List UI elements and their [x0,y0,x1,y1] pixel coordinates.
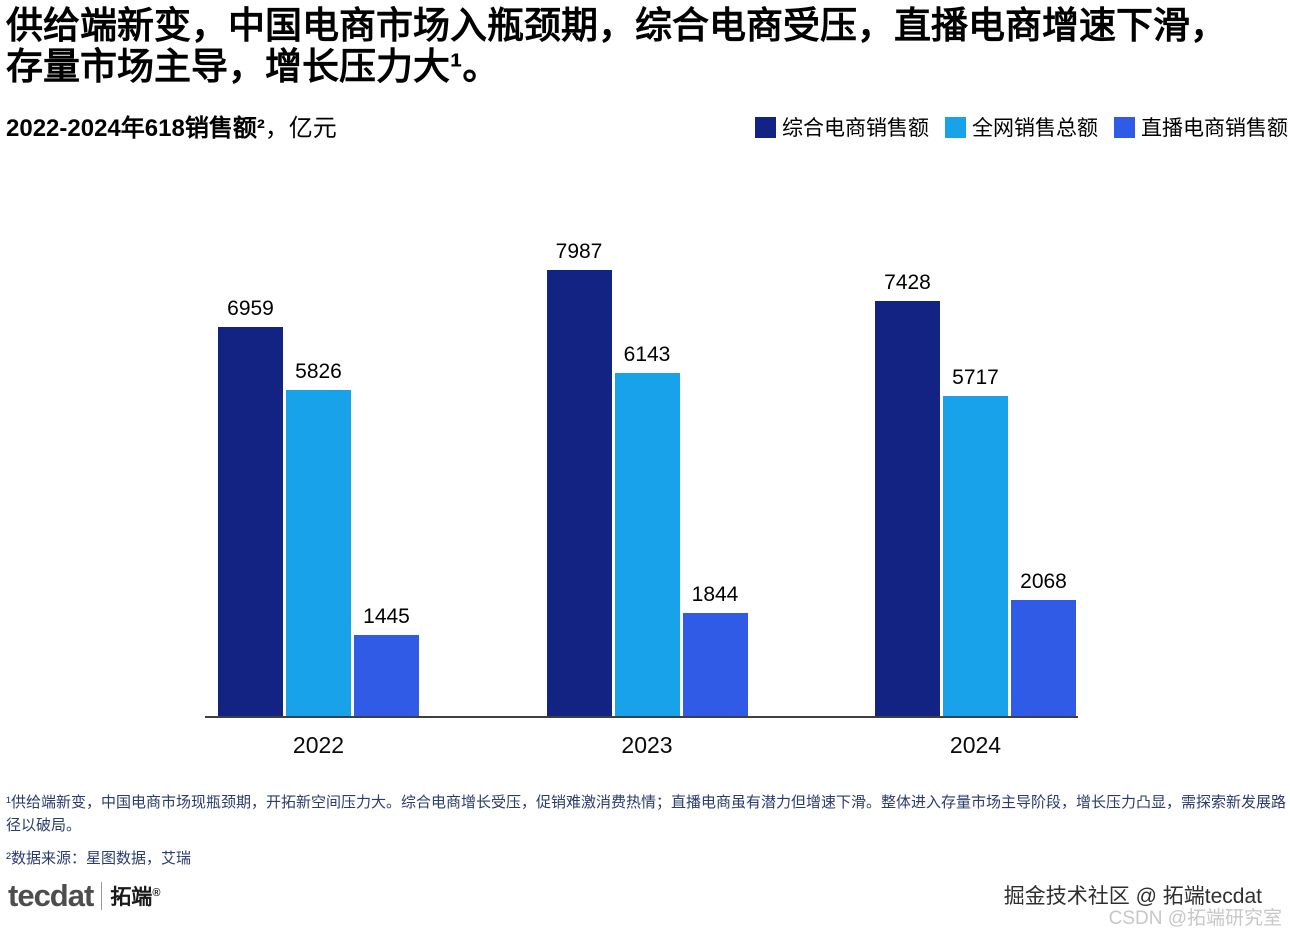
legend-swatch [1114,116,1135,138]
x-axis-labels: 2022 2023 2024 [205,732,1078,759]
bar-group-2023: 7987 6143 1844 [546,239,748,716]
bar-value-label: 5717 [952,366,999,390]
footnote-2: ²数据来源：星图数据，艾瑞 [6,850,191,867]
bar-group-2024: 7428 5717 2068 [875,271,1076,716]
legend-item: 综合电商销售额 [755,112,929,142]
bar-column: 7428 [875,271,940,716]
chart-legend: 综合电商销售额 全网销售总额 直播电商销售额 [755,112,1288,142]
x-axis-label: 2024 [949,732,1002,758]
logo-text-cn: 拓端® [110,886,161,909]
community-credit: 掘金技术社区 @ 拓端tecdat [1003,885,1262,908]
tecdat-logo: tecdat 拓端® [8,878,160,914]
bar-column: 7987 [546,239,612,716]
bar-value-label: 1844 [691,582,739,606]
x-axis-label: 2023 [621,732,673,758]
bar-value-label: 5826 [295,360,342,384]
legend-item: 全网销售总额 [945,112,1098,142]
footnote-1: ¹供给端新变，中国电商市场现瓶颈期，开拓新空间压力大。综合电商增长受压，促销难激… [6,794,1287,834]
bar-value-label: 7987 [555,239,603,263]
bar-value-label: 6143 [623,342,671,366]
bar-2023 [614,372,680,716]
bar-chart: 6959 5826 1445 7987 6143 1844 7428 5717 2068 202… [205,226,1078,759]
bar-2022 [218,326,283,716]
bar-column: 5826 [286,360,351,716]
x-axis-label: 2022 [292,732,345,758]
bar-value-label: 1445 [363,605,410,629]
bar-2022 [354,635,419,716]
registered-mark: ® [152,887,161,899]
bar-column: 1445 [354,605,419,716]
plot-area: 6959 5826 1445 7987 6143 1844 7428 5717 2068 [205,226,1078,718]
bar-column: 1844 [682,582,748,716]
bar-2024 [943,396,1008,716]
bar-column: 2068 [1011,570,1076,716]
legend-label: 综合电商销售额 [782,117,929,140]
bar-column: 6959 [218,297,283,716]
chart-subtitle: 2022-2024年618销售额²，亿元 [6,108,337,143]
bar-2024 [1011,600,1076,716]
bar-2024 [875,300,940,716]
bar-column: 5717 [943,366,1008,716]
legend-label: 直播电商销售额 [1141,117,1288,140]
bar-2023 [682,612,748,716]
logo-text-en: tecdat [8,878,94,913]
bar-column: 6143 [614,342,680,716]
legend-swatch [945,116,966,138]
bar-2023 [546,269,612,716]
legend-swatch [755,116,776,138]
chart-subtitle-unit: ，亿元 [264,115,337,142]
page-title: 供给端新变，中国电商市场入瓶颈期，综合电商受压，直播电商增速下滑，存量市场主导，… [6,5,1227,87]
logo-divider [101,882,103,910]
legend-label: 全网销售总额 [972,117,1098,140]
legend-item: 直播电商销售额 [1114,112,1288,142]
bar-value-label: 7428 [884,270,931,294]
chart-subtitle-main: 2022-2024年618销售额² [6,115,265,142]
bar-2022 [286,390,351,716]
csdn-watermark: CSDN @拓端研究室 [1108,908,1282,929]
bar-value-label: 2068 [1020,570,1067,594]
bar-group-2022: 6959 5826 1445 [218,297,419,716]
bar-value-label: 6959 [227,296,274,320]
